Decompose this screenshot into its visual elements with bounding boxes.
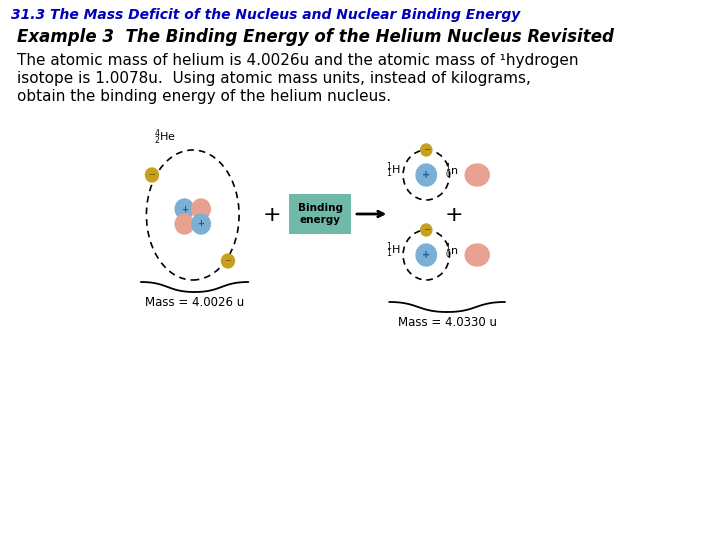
Text: obtain the binding energy of the helium nucleus.: obtain the binding energy of the helium … [17,89,391,104]
Ellipse shape [465,244,490,266]
Circle shape [222,254,235,268]
Text: −: − [423,145,430,154]
Text: +: + [197,219,204,228]
Text: $^{1}_{0}$n: $^{1}_{0}$n [444,241,458,261]
Text: +: + [181,205,188,213]
Text: +: + [422,250,431,260]
Circle shape [175,214,194,234]
Text: $^{4}_{2}$He: $^{4}_{2}$He [154,127,176,147]
Text: −: − [423,226,430,234]
Text: Mass = 4.0330 u: Mass = 4.0330 u [397,316,497,329]
Circle shape [420,224,432,236]
Text: 31.3 The Mass Deficit of the Nucleus and Nuclear Binding Energy: 31.3 The Mass Deficit of the Nucleus and… [11,8,521,22]
Circle shape [192,199,210,219]
FancyBboxPatch shape [289,194,351,234]
Text: −: − [148,171,156,179]
Circle shape [192,214,210,234]
Circle shape [175,199,194,219]
Text: +: + [445,205,464,225]
Circle shape [145,168,158,182]
Text: +: + [422,170,431,180]
Text: Binding
energy: Binding energy [297,203,343,225]
Circle shape [416,164,436,186]
Text: +: + [262,205,281,225]
Text: $^{1}_{1}$H: $^{1}_{1}$H [387,240,401,260]
Text: −: − [225,256,231,266]
Text: The atomic mass of helium is 4.0026u and the atomic mass of ¹hydrogen: The atomic mass of helium is 4.0026u and… [17,53,578,68]
Text: $^{1}_{1}$H: $^{1}_{1}$H [387,160,401,180]
Text: $^{1}_{0}$n: $^{1}_{0}$n [444,161,458,181]
Text: Mass = 4.0026 u: Mass = 4.0026 u [145,296,244,309]
Text: Example 3  The Binding Energy of the Helium Nucleus Revisited: Example 3 The Binding Energy of the Heli… [17,28,613,46]
Circle shape [416,244,436,266]
Circle shape [420,144,432,156]
Ellipse shape [465,164,490,186]
Text: isotope is 1.0078u.  Using atomic mass units, instead of kilograms,: isotope is 1.0078u. Using atomic mass un… [17,71,531,86]
